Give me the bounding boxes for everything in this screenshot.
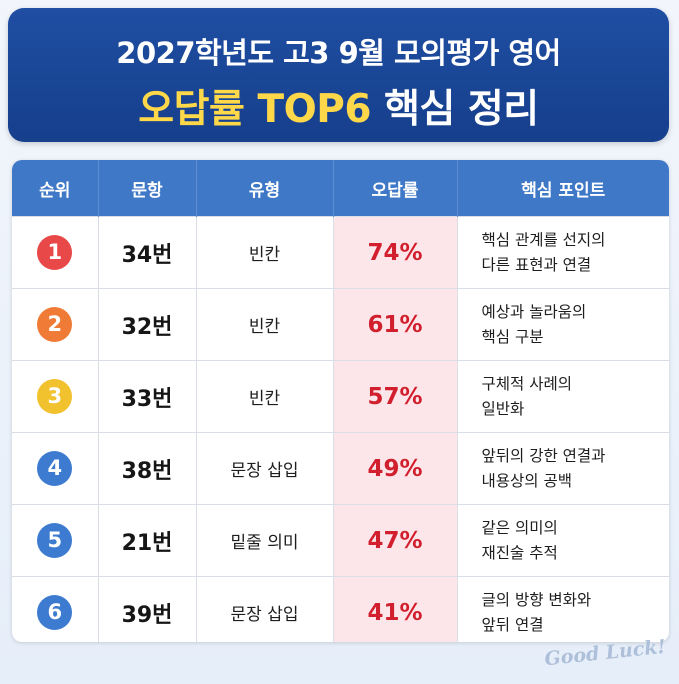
title-highlight: 오답률 TOP6 <box>138 87 371 132</box>
rank-badge: 6 <box>37 595 73 630</box>
wrong-answer-rate: 41% <box>333 576 458 642</box>
rank-badge: 3 <box>37 379 73 414</box>
table-row: 2 32번 빈칸 61% 예상과 놀라움의 핵심 구분 <box>12 288 669 361</box>
question-type: 빈칸 <box>196 288 334 361</box>
question-number: 21번 <box>98 504 197 577</box>
key-point-line: 일반화 <box>481 399 525 418</box>
question-number: 39번 <box>98 576 197 642</box>
wrong-answer-table-card: 순위 문항 유형 오답률 핵심 포인트 1 34번 빈칸 74% 핵심 관계를 선지의 다… <box>12 160 669 642</box>
good-luck-signature: Good Luck! <box>543 635 668 671</box>
wrong-answer-rate: 57% <box>333 360 458 433</box>
key-point-line: 앞뒤 연결 <box>481 615 544 634</box>
column-header-point: 핵심 포인트 <box>457 160 669 217</box>
wrong-answer-rate: 49% <box>333 432 458 505</box>
title-line-2: 오답률 TOP6 핵심 정리 <box>8 78 669 134</box>
rank-cell: 1 <box>12 216 99 289</box>
key-point-line: 다른 표현과 연결 <box>481 255 592 274</box>
question-type: 문장 삽입 <box>196 432 334 505</box>
column-header-question: 문항 <box>98 160 197 217</box>
question-type: 문장 삽입 <box>196 576 334 642</box>
key-point-line: 같은 의미의 <box>481 518 558 537</box>
column-header-rank: 순위 <box>12 160 99 217</box>
rank-cell: 5 <box>12 504 99 577</box>
column-header-type: 유형 <box>196 160 334 217</box>
rank-cell: 3 <box>12 360 99 433</box>
rank-badge: 4 <box>37 451 73 486</box>
rank-cell: 4 <box>12 432 99 505</box>
wrong-answer-table: 순위 문항 유형 오답률 핵심 포인트 1 34번 빈칸 74% 핵심 관계를 선지의 다… <box>12 160 669 642</box>
table-header-row: 순위 문항 유형 오답률 핵심 포인트 <box>12 160 669 217</box>
key-point-line: 글의 방향 변화와 <box>481 590 592 609</box>
question-number: 33번 <box>98 360 197 433</box>
question-type: 빈칸 <box>196 360 334 433</box>
title-banner: 2027학년도 고3 9월 모의평가 영어 오답률 TOP6 핵심 정리 <box>8 8 669 142</box>
question-number: 34번 <box>98 216 197 289</box>
table-row: 5 21번 밑줄 의미 47% 같은 의미의 재진술 추적 <box>12 504 669 577</box>
rank-badge: 2 <box>37 307 73 342</box>
wrong-answer-rate: 61% <box>333 288 458 361</box>
title-line-1: 2027학년도 고3 9월 모의평가 영어 <box>116 36 561 70</box>
table-row: 6 39번 문장 삽입 41% 글의 방향 변화와 앞뒤 연결 <box>12 576 669 642</box>
question-number: 32번 <box>98 288 197 361</box>
key-point-line: 내용상의 공백 <box>481 471 573 490</box>
wrong-answer-rate: 47% <box>333 504 458 577</box>
key-point-line: 재진술 추적 <box>481 543 558 562</box>
rank-badge: 1 <box>37 235 73 270</box>
question-type: 밑줄 의미 <box>196 504 334 577</box>
title-suffix: 핵심 정리 <box>371 87 539 132</box>
key-point-line: 구체적 사례의 <box>481 374 573 393</box>
table-row: 1 34번 빈칸 74% 핵심 관계를 선지의 다른 표현과 연결 <box>12 216 669 289</box>
question-number: 38번 <box>98 432 197 505</box>
key-point-line: 예상과 놀라움의 <box>481 302 587 321</box>
key-point-line: 핵심 관계를 선지의 <box>481 230 606 249</box>
key-point-line: 앞뒤의 강한 연결과 <box>481 446 606 465</box>
question-type: 빈칸 <box>196 216 334 289</box>
table-row: 3 33번 빈칸 57% 구체적 사례의 일반화 <box>12 360 669 433</box>
key-point-line: 핵심 구분 <box>481 327 544 346</box>
table-row: 4 38번 문장 삽입 49% 앞뒤의 강한 연결과 내용상의 공백 <box>12 432 669 505</box>
rank-cell: 6 <box>12 576 99 642</box>
wrong-answer-rate: 74% <box>333 216 458 289</box>
rank-badge: 5 <box>37 523 73 558</box>
rank-cell: 2 <box>12 288 99 361</box>
column-header-rate: 오답률 <box>333 160 458 217</box>
